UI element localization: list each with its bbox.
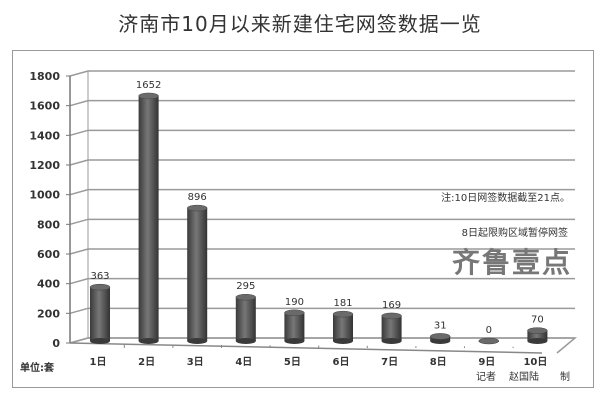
bar-base bbox=[235, 338, 256, 344]
data-label: 70 bbox=[531, 315, 544, 326]
x-axis bbox=[69, 342, 543, 354]
y-tick-label: 200 bbox=[37, 307, 60, 320]
chart-title: 济南市10月以来新建住宅网签数据一览 bbox=[118, 12, 482, 36]
y-tick-label: 600 bbox=[37, 248, 60, 261]
data-label: 295 bbox=[236, 281, 255, 292]
x-tick-label: 5日 bbox=[284, 356, 301, 368]
x-tick-label: 3日 bbox=[187, 356, 204, 368]
bar-base bbox=[138, 338, 159, 344]
x-tick-label: 2日 bbox=[138, 356, 155, 368]
bar-top bbox=[89, 283, 111, 291]
bar-base bbox=[333, 338, 353, 344]
bar-base bbox=[430, 338, 451, 344]
bar-base bbox=[381, 338, 402, 344]
y-tick-label: 1000 bbox=[29, 189, 60, 202]
bar-top bbox=[186, 204, 208, 212]
bar bbox=[527, 330, 548, 341]
floor bbox=[69, 337, 578, 354]
data-label: 31 bbox=[434, 320, 447, 331]
y-tick-label: 1400 bbox=[29, 129, 60, 142]
credit-text: 赵国陆 bbox=[509, 370, 539, 383]
bar-top bbox=[235, 293, 257, 301]
bar bbox=[284, 312, 305, 341]
annotation: 注:10日网签数据截至21点。 bbox=[441, 191, 570, 204]
unit-label: 单位:套 bbox=[20, 361, 55, 374]
data-label: 0 bbox=[486, 325, 492, 336]
x-tick-label: 6日 bbox=[333, 356, 350, 368]
data-label: 896 bbox=[188, 192, 207, 203]
y-tick-label: 1200 bbox=[29, 159, 60, 172]
annotation: 8日起限购区域暂停网签 bbox=[462, 226, 568, 239]
bar-top bbox=[138, 92, 159, 100]
bar bbox=[235, 297, 256, 341]
chart-frame bbox=[12, 50, 594, 388]
data-label: 190 bbox=[285, 297, 304, 308]
bar-top bbox=[332, 310, 354, 318]
data-label: 181 bbox=[333, 298, 352, 309]
bar-base bbox=[187, 338, 208, 344]
data-label: 363 bbox=[90, 271, 109, 282]
x-tick-label: 1日 bbox=[90, 356, 107, 368]
y-tick-label: 1800 bbox=[29, 70, 60, 83]
x-tick-label: 9日 bbox=[478, 356, 495, 368]
y-tick-label: 800 bbox=[37, 218, 60, 231]
watermark-logo: 齐鲁壹点 bbox=[452, 246, 572, 279]
y-tick-label: 0 bbox=[52, 337, 60, 350]
data-label: 1652 bbox=[136, 80, 161, 91]
x-tick-label: 7日 bbox=[381, 356, 398, 368]
bar bbox=[90, 287, 110, 341]
bar-top bbox=[429, 333, 451, 340]
data-label: 169 bbox=[382, 300, 401, 311]
bar-base bbox=[527, 338, 548, 344]
x-tick-label: 8日 bbox=[430, 356, 447, 368]
credit-text: 记者 bbox=[476, 371, 496, 383]
bar-top bbox=[527, 327, 548, 334]
bar-top bbox=[381, 312, 402, 320]
bar-base bbox=[284, 338, 305, 344]
bar-base bbox=[90, 338, 110, 344]
bar bbox=[187, 208, 208, 341]
x-tick-label: 10日 bbox=[523, 356, 547, 368]
bar bbox=[381, 315, 402, 341]
gridline bbox=[69, 70, 575, 77]
bar-top bbox=[478, 337, 500, 345]
bar bbox=[333, 314, 353, 341]
credit-text: 制 bbox=[560, 370, 570, 383]
y-tick-label: 400 bbox=[37, 278, 60, 291]
bar-top bbox=[284, 309, 305, 317]
bar bbox=[138, 95, 159, 341]
y-tick-label: 1600 bbox=[29, 100, 60, 113]
x-tick-label: 4日 bbox=[235, 356, 252, 368]
